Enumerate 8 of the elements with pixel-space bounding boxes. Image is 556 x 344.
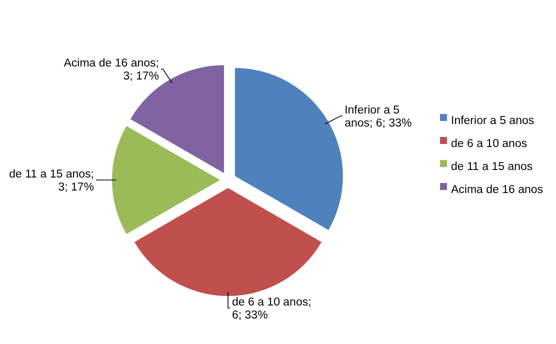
legend-label: Inferior a 5 anos — [451, 115, 534, 128]
data-label: de 6 a 10 anos; 6; 33% — [232, 296, 312, 322]
data-label: de 11 a 15 anos; 3; 17% — [9, 168, 94, 194]
legend-label: de 11 a 15 anos — [451, 161, 533, 174]
legend-label: de 6 a 10 anos — [451, 138, 528, 150]
data-label: Acima de 16 anos; 3; 17% — [64, 58, 159, 83]
legend-label: Acima de 16 anos — [451, 184, 544, 196]
data-label: Inferior a 5 anos; 6; 33% — [344, 104, 412, 130]
